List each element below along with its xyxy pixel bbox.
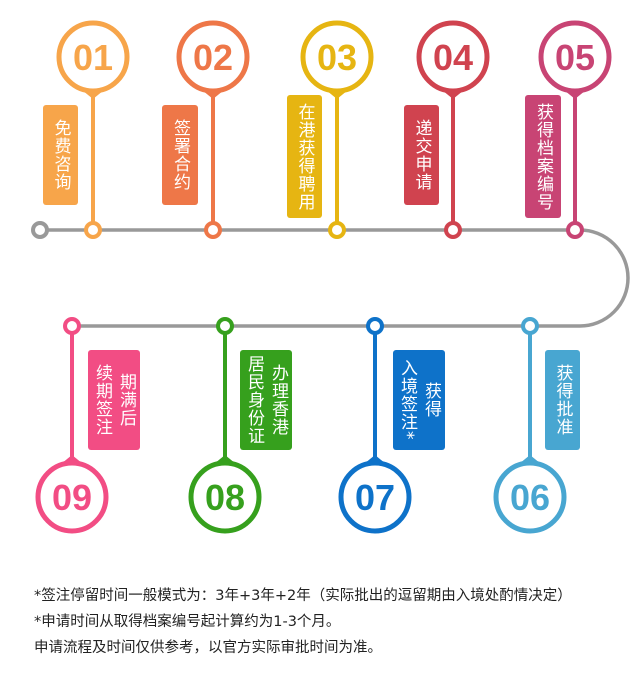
step-09: 09: [35, 317, 109, 534]
step-number-circle: [538, 20, 612, 94]
timeline-pin: [63, 317, 81, 335]
step-label-box: 获得档案编号: [525, 95, 561, 218]
step-03: 03: [300, 20, 374, 239]
step-07: 07: [338, 317, 412, 534]
footnotes: *签注停留时间一般模式为：3年+3年+2年（实际批出的逗留期由入境处酌情决定） …: [34, 583, 572, 661]
step-label-text: 签署合约: [170, 119, 190, 191]
step-number-circle: [416, 20, 490, 94]
timeline-pin: [328, 221, 346, 239]
step-label-box: 办理香港 居民身份证: [240, 350, 292, 450]
timeline-pin: [204, 221, 222, 239]
step-label-box: 获得批准: [545, 350, 580, 450]
step-label-text: 免费咨询: [50, 119, 71, 191]
step-label-box: 在港获得聘用: [287, 95, 322, 218]
timeline-pin: [521, 317, 539, 335]
step-number: 04: [433, 37, 473, 78]
step-label-box: 递交申请: [404, 105, 439, 205]
step-number-circle: [188, 460, 262, 534]
note-processing-time: *申请时间从取得档案编号起计算约为1-3个月。: [34, 614, 341, 630]
step-label-text: 获得: [421, 382, 441, 418]
step-label-text: 期满后: [116, 373, 136, 427]
step-number-circle: [176, 20, 250, 94]
step-number-circle: [35, 460, 109, 534]
step-number: 05: [555, 37, 595, 78]
step-number: 07: [355, 477, 395, 518]
step-label-text: 在港获得聘用: [294, 102, 315, 211]
step-number: 01: [73, 37, 113, 78]
step-label-box: 免费咨询: [43, 105, 78, 205]
step-06: 06: [493, 317, 567, 534]
timeline-pin: [216, 317, 234, 335]
step-05: 05: [538, 20, 612, 239]
step-number: 06: [510, 477, 550, 518]
step-04: 04: [416, 20, 490, 239]
timeline-pin: [566, 221, 584, 239]
step-number-circle: [493, 460, 567, 534]
step-label-text: 获得批准: [552, 364, 573, 436]
step-number-circle: [56, 20, 130, 94]
process-diagram: 01 02 03 04 05 06 07 08 09: [31, 20, 630, 534]
step-label-text: 办理香港: [268, 364, 288, 436]
timeline-pin: [84, 221, 102, 239]
note-disclaimer: 申请流程及时间仅供参考，以官方实际审批时间为准。: [34, 640, 382, 656]
step-number: 08: [205, 477, 245, 518]
step-label-text: 递交申请: [411, 119, 432, 191]
step-number: 09: [52, 477, 92, 518]
step-number-circle: [300, 20, 374, 94]
timeline-track: [48, 228, 630, 328]
step-number: 02: [193, 37, 233, 78]
step-number-circle: [338, 460, 412, 534]
step-label-text: 获得档案编号: [533, 102, 553, 211]
note-visa-duration: *签注停留时间一般模式为：3年+3年+2年（实际批出的逗留期由入境处酌情决定）: [34, 588, 572, 604]
step-label-text: 居民身份证: [244, 355, 264, 445]
step-label-box: 签署合约: [162, 105, 198, 205]
step-02: 02: [176, 20, 250, 239]
step-label-text: 续期签注: [92, 364, 112, 436]
step-01: 01: [56, 20, 130, 239]
timeline-pin: [366, 317, 384, 335]
timeline-pin: [444, 221, 462, 239]
step-08: 08: [188, 317, 262, 534]
step-label-box: 获得 入境签注*: [393, 350, 445, 450]
timeline-start-dot: [31, 221, 49, 239]
step-label-box: 期满后 续期签注: [88, 350, 140, 450]
step-number: 03: [317, 37, 357, 78]
step-label-text: 入境签注*: [397, 359, 417, 441]
